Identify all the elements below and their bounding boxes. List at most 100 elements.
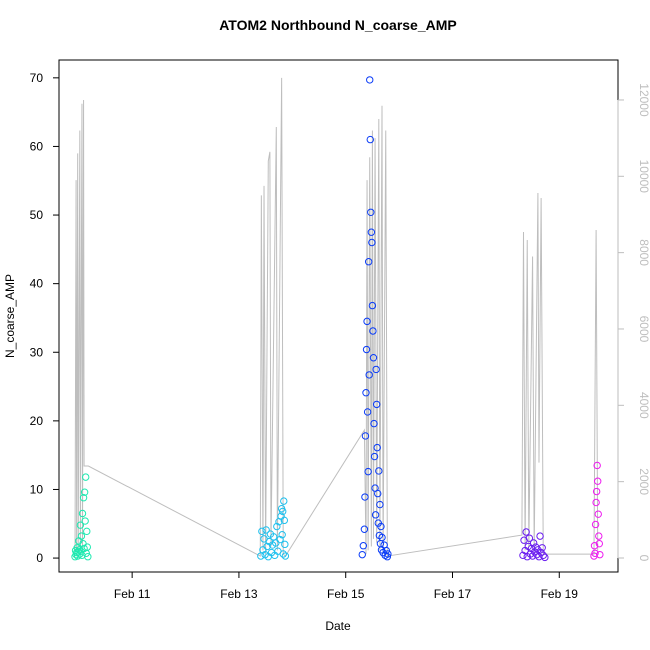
y2-tick-label: 12000 bbox=[637, 83, 650, 117]
point bbox=[360, 525, 369, 533]
point bbox=[280, 516, 289, 525]
y-tick-label: 60 bbox=[30, 139, 44, 153]
y2-tick-label: 4000 bbox=[637, 392, 650, 419]
point bbox=[376, 500, 384, 509]
point bbox=[378, 533, 386, 542]
point bbox=[536, 532, 544, 540]
y2-tick-label: 8000 bbox=[637, 239, 650, 266]
point bbox=[595, 532, 603, 540]
point bbox=[373, 443, 381, 452]
point bbox=[369, 327, 377, 335]
point bbox=[377, 522, 385, 531]
point bbox=[369, 354, 378, 362]
point bbox=[591, 549, 599, 557]
point bbox=[594, 477, 602, 485]
point bbox=[281, 540, 289, 549]
point bbox=[77, 532, 86, 540]
point bbox=[364, 257, 373, 266]
series-line bbox=[74, 77, 599, 557]
point bbox=[280, 497, 288, 505]
point bbox=[541, 553, 549, 562]
point bbox=[358, 550, 366, 559]
point bbox=[592, 498, 600, 507]
point bbox=[593, 461, 601, 470]
point bbox=[368, 301, 377, 310]
point bbox=[76, 521, 85, 529]
point bbox=[367, 228, 376, 236]
point bbox=[263, 542, 271, 551]
x-tick-label: Feb 11 bbox=[114, 587, 151, 601]
y-tick-label: 50 bbox=[30, 208, 44, 222]
y-tick-label: 30 bbox=[30, 345, 44, 359]
point bbox=[372, 365, 380, 374]
point bbox=[81, 473, 90, 481]
point bbox=[257, 552, 265, 560]
point bbox=[279, 507, 287, 516]
y-tick-label: 20 bbox=[30, 414, 44, 428]
point bbox=[384, 550, 392, 558]
y-tick-label: 10 bbox=[30, 482, 44, 496]
point bbox=[374, 489, 382, 498]
y2-tick-label: 0 bbox=[637, 555, 650, 562]
point bbox=[273, 522, 281, 531]
point bbox=[519, 551, 527, 560]
point bbox=[522, 528, 530, 536]
point bbox=[365, 371, 373, 379]
point bbox=[276, 535, 284, 544]
point bbox=[590, 542, 599, 550]
point bbox=[363, 317, 371, 326]
point bbox=[368, 238, 376, 247]
point bbox=[79, 494, 88, 502]
point bbox=[83, 543, 91, 551]
point bbox=[83, 527, 91, 536]
point bbox=[361, 493, 369, 501]
point bbox=[592, 487, 601, 496]
point bbox=[529, 539, 538, 547]
point bbox=[538, 544, 546, 552]
point bbox=[80, 488, 89, 496]
point bbox=[370, 419, 378, 428]
y-axis-label: N_coarse_AMP bbox=[3, 274, 17, 358]
point bbox=[78, 509, 87, 518]
y2-tick-label: 2000 bbox=[637, 468, 650, 495]
point bbox=[375, 467, 383, 475]
point bbox=[539, 551, 547, 560]
point bbox=[362, 345, 371, 354]
point bbox=[81, 517, 89, 525]
point bbox=[278, 531, 286, 539]
point bbox=[361, 432, 370, 440]
point bbox=[370, 452, 379, 461]
point bbox=[258, 527, 266, 536]
point bbox=[279, 550, 287, 558]
point bbox=[362, 389, 370, 397]
y-tick-label: 70 bbox=[30, 71, 44, 85]
point bbox=[84, 553, 92, 561]
point bbox=[596, 550, 604, 559]
point bbox=[366, 135, 374, 144]
point bbox=[595, 539, 604, 548]
point bbox=[367, 208, 375, 217]
chart-title: ATOM2 Northbound N_coarse_AMP bbox=[219, 17, 457, 33]
point bbox=[591, 520, 600, 529]
x-tick-label: Feb 15 bbox=[327, 587, 365, 601]
y2-tick-label: 6000 bbox=[637, 316, 650, 343]
point bbox=[372, 400, 381, 409]
point bbox=[366, 76, 374, 84]
point bbox=[281, 552, 290, 560]
y-tick-label: 0 bbox=[36, 551, 43, 565]
point bbox=[594, 510, 602, 518]
point bbox=[363, 408, 372, 416]
y-tick-label: 40 bbox=[30, 277, 44, 291]
x-tick-label: Feb 17 bbox=[434, 587, 472, 601]
y2-tick-label: 10000 bbox=[637, 160, 650, 194]
point bbox=[383, 553, 392, 561]
point bbox=[262, 526, 270, 534]
point bbox=[525, 534, 534, 542]
x-tick-label: Feb 19 bbox=[541, 587, 579, 601]
point bbox=[364, 467, 372, 476]
point bbox=[359, 542, 368, 550]
x-axis-label: Date bbox=[325, 619, 351, 633]
point bbox=[371, 511, 380, 519]
x-tick-label: Feb 13 bbox=[220, 587, 258, 601]
